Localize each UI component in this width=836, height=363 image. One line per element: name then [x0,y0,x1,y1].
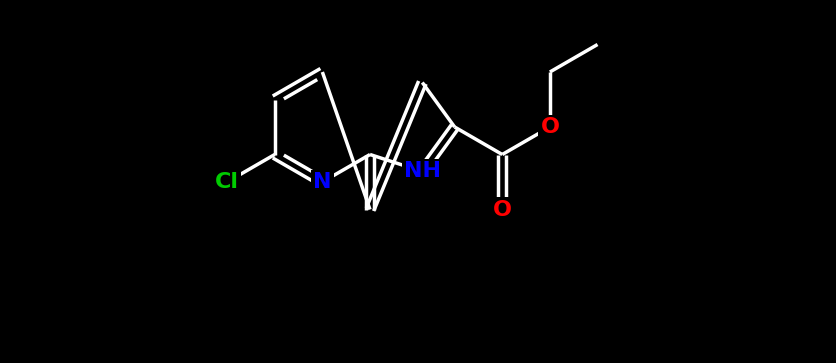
Text: NH: NH [404,162,441,182]
Text: O: O [492,200,512,220]
Text: N: N [314,172,332,192]
Text: O: O [540,117,559,137]
Text: Cl: Cl [215,172,239,192]
